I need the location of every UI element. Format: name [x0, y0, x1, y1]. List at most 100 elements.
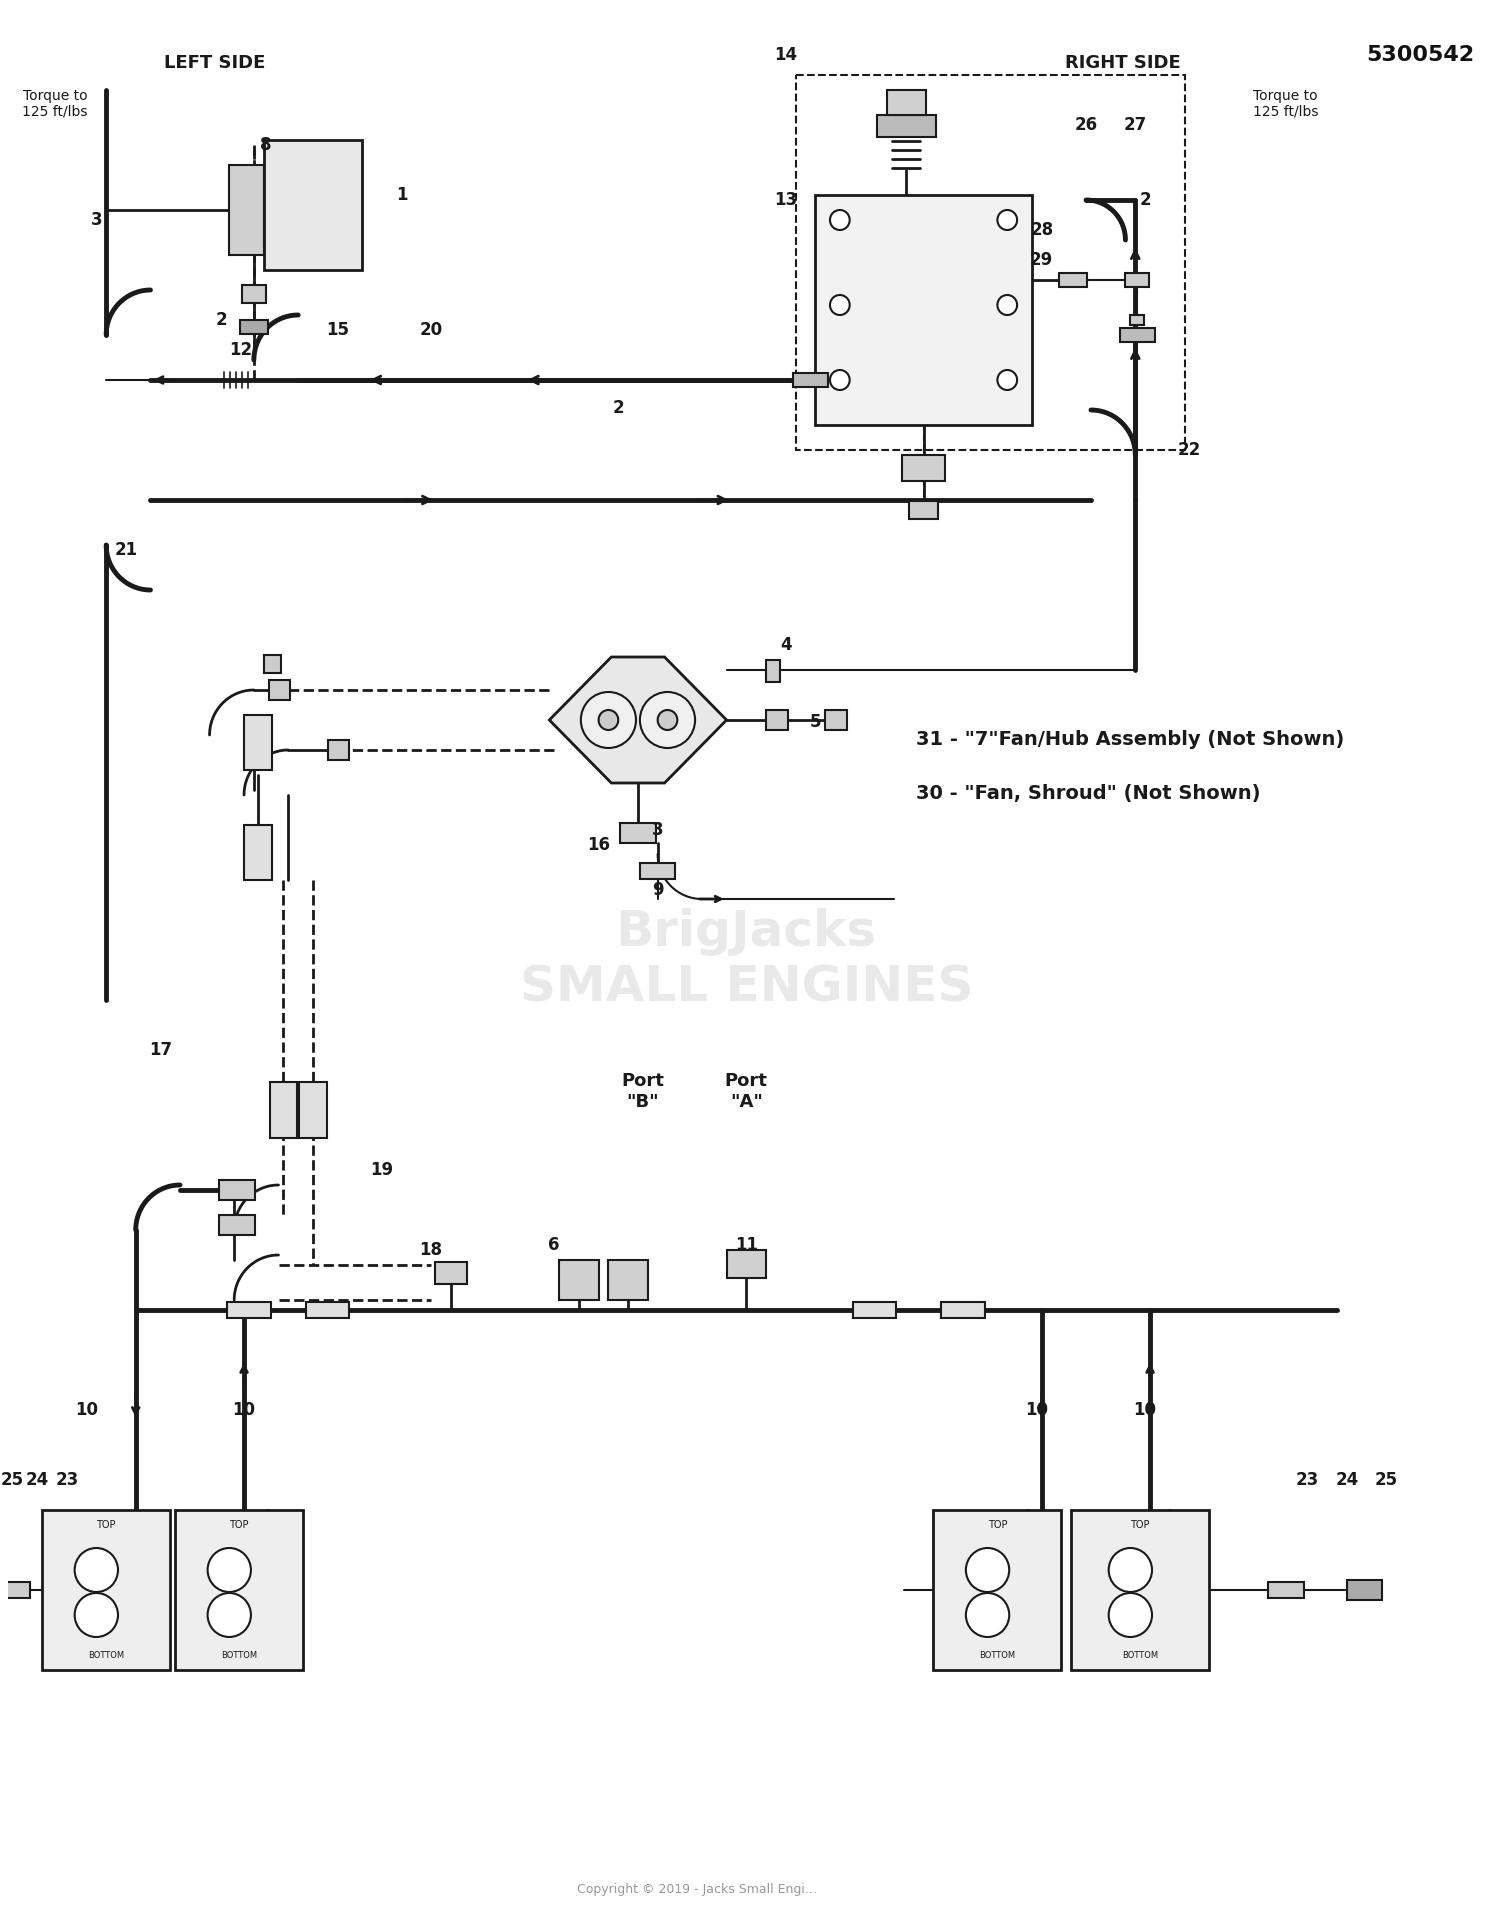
Text: 20: 20: [420, 321, 442, 338]
Bar: [560, 1260, 598, 1301]
Text: Copyright © 2019 - Jacks Small Engi...: Copyright © 2019 - Jacks Small Engi...: [578, 1883, 818, 1896]
Bar: [766, 661, 780, 682]
Text: Torque to
125 ft/lbs: Torque to 125 ft/lbs: [22, 88, 87, 119]
Text: 8: 8: [260, 136, 272, 154]
Text: 18: 18: [420, 1241, 442, 1258]
Circle shape: [75, 1593, 118, 1637]
Bar: [726, 1251, 766, 1277]
Bar: [766, 711, 788, 730]
Text: 23: 23: [56, 1471, 78, 1489]
Text: 24: 24: [26, 1471, 50, 1489]
Bar: [240, 321, 267, 334]
Text: 10: 10: [1026, 1400, 1048, 1420]
Text: 6: 6: [549, 1235, 560, 1254]
Bar: [228, 1302, 270, 1318]
Bar: [42, 1510, 170, 1669]
Bar: [640, 863, 675, 880]
Bar: [298, 1082, 327, 1137]
Text: 11: 11: [735, 1235, 758, 1254]
Text: 28: 28: [1030, 221, 1053, 238]
Text: 26: 26: [1074, 115, 1098, 134]
Text: 23: 23: [1296, 1471, 1318, 1489]
Bar: [825, 711, 846, 730]
Circle shape: [207, 1548, 251, 1593]
Bar: [1347, 1579, 1383, 1600]
Text: 5: 5: [810, 713, 820, 732]
Text: Torque to
125 ft/lbs: Torque to 125 ft/lbs: [1252, 88, 1318, 119]
Circle shape: [998, 296, 1017, 315]
Bar: [1059, 273, 1088, 286]
Circle shape: [75, 1548, 118, 1593]
Text: 4: 4: [780, 636, 792, 653]
Text: TOP: TOP: [987, 1520, 1006, 1529]
Bar: [327, 740, 350, 761]
Circle shape: [567, 1268, 591, 1293]
Circle shape: [830, 371, 849, 390]
Circle shape: [598, 711, 618, 730]
Text: 2: 2: [216, 311, 226, 328]
Circle shape: [640, 692, 694, 747]
Circle shape: [616, 1268, 640, 1293]
Text: 3: 3: [90, 211, 102, 229]
Circle shape: [207, 1593, 251, 1637]
Circle shape: [1108, 1548, 1152, 1593]
Bar: [815, 196, 1032, 425]
Text: 17: 17: [148, 1041, 172, 1058]
Text: RIGHT SIDE: RIGHT SIDE: [1065, 54, 1180, 73]
Text: 29: 29: [1030, 252, 1053, 269]
Bar: [306, 1302, 350, 1318]
Polygon shape: [549, 657, 726, 784]
Text: 9: 9: [652, 882, 663, 899]
Circle shape: [998, 209, 1017, 231]
Bar: [1119, 328, 1155, 342]
Text: 27: 27: [1124, 115, 1148, 134]
Text: 19: 19: [370, 1160, 393, 1179]
Text: BOTTOM: BOTTOM: [88, 1650, 125, 1660]
Circle shape: [580, 692, 636, 747]
Text: 5300542: 5300542: [1366, 44, 1474, 65]
Bar: [902, 455, 945, 480]
Text: 1: 1: [396, 186, 408, 204]
Text: BOTTOM: BOTTOM: [1122, 1650, 1158, 1660]
Text: 21: 21: [114, 542, 138, 559]
Bar: [1131, 315, 1144, 325]
Text: 31 - "7"Fan/Hub Assembly (Not Shown): 31 - "7"Fan/Hub Assembly (Not Shown): [916, 730, 1344, 749]
Bar: [1268, 1583, 1304, 1598]
Bar: [792, 373, 828, 386]
Bar: [876, 115, 936, 136]
Text: 2: 2: [1140, 190, 1150, 209]
Bar: [1071, 1510, 1209, 1669]
Bar: [1125, 273, 1149, 286]
Bar: [219, 1214, 255, 1235]
Bar: [219, 1179, 255, 1201]
Bar: [620, 822, 656, 843]
Text: 15: 15: [326, 321, 350, 338]
Circle shape: [657, 711, 678, 730]
Text: 25: 25: [2, 1471, 24, 1489]
Text: 2: 2: [612, 400, 624, 417]
Bar: [0, 1583, 30, 1598]
Text: 10: 10: [1134, 1400, 1156, 1420]
Text: TOP: TOP: [1131, 1520, 1150, 1529]
Bar: [909, 501, 939, 519]
Text: 16: 16: [586, 836, 610, 855]
Text: 12: 12: [230, 342, 252, 359]
Bar: [609, 1260, 648, 1301]
Text: 25: 25: [1376, 1471, 1398, 1489]
Bar: [242, 284, 266, 304]
Bar: [176, 1510, 303, 1669]
Bar: [244, 824, 272, 880]
Circle shape: [830, 209, 849, 231]
Text: 13: 13: [774, 190, 796, 209]
Bar: [942, 1302, 984, 1318]
Bar: [230, 165, 264, 255]
Circle shape: [830, 296, 849, 315]
Bar: [852, 1302, 895, 1318]
Text: BOTTOM: BOTTOM: [980, 1650, 1016, 1660]
Text: 30 - "Fan, Shroud" (Not Shown): 30 - "Fan, Shroud" (Not Shown): [916, 784, 1260, 803]
Text: TOP: TOP: [96, 1520, 116, 1529]
Text: TOP: TOP: [230, 1520, 249, 1529]
Circle shape: [966, 1593, 1010, 1637]
Text: BOTTOM: BOTTOM: [220, 1650, 256, 1660]
Text: 10: 10: [75, 1400, 98, 1420]
